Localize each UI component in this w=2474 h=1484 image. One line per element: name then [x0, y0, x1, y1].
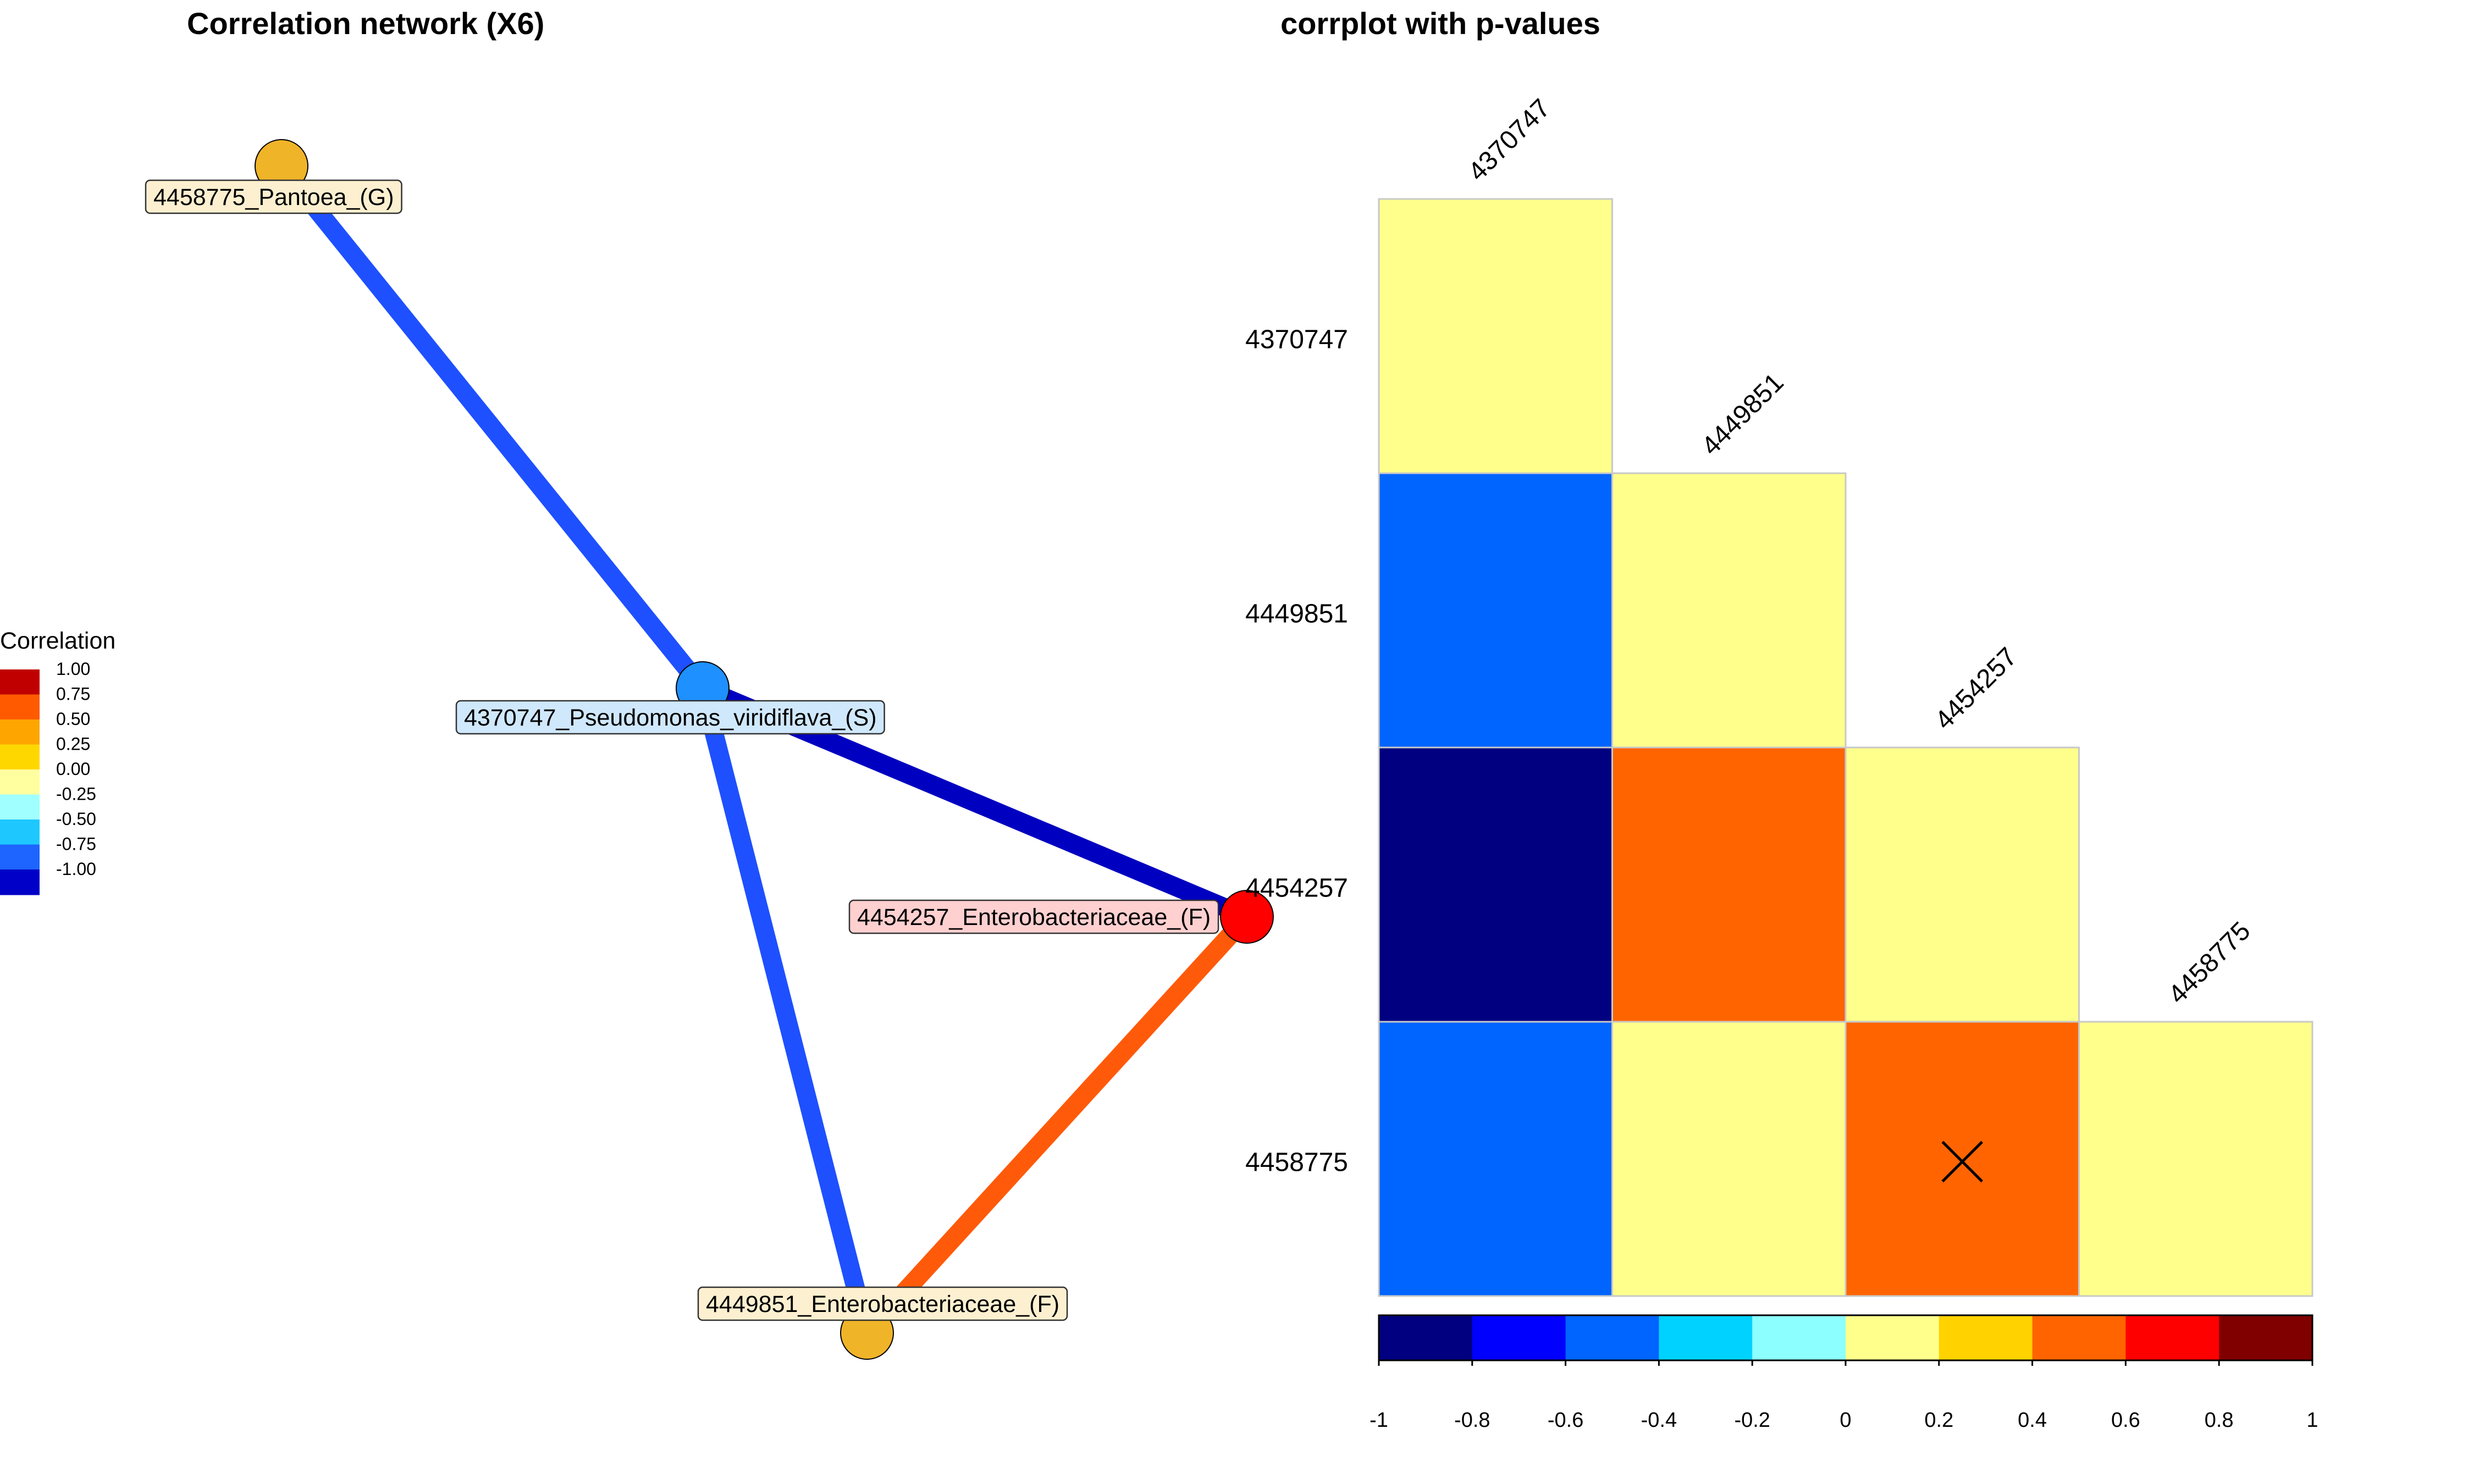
corrplot-colorbar: -1 -0.8 -0.6 -0.4 -0.2 0 0.2 0.4 0.6 0.8 1: [1369, 1314, 2318, 1432]
legend-swatch-7: [0, 844, 40, 870]
network-label-text-4449851: 4449851_Enterobacteriaceae_(F): [706, 1291, 1059, 1317]
network-label-box-4370747: [455, 700, 885, 735]
legend-swatch-3: [0, 744, 40, 770]
network-label-box-4449851: [697, 1286, 1068, 1321]
corrplot-cell-4458775-4449851: [1611, 1021, 1847, 1297]
corrplot-cell-4458775-4454257: [1845, 1021, 2080, 1297]
legend-tick-1: 0.75: [56, 684, 90, 704]
corrplot-col-label-4458775: 4458775: [2163, 916, 2256, 1010]
network-node-label-4370747: 4370747_Pseudomonas_viridiflava_(S): [455, 700, 885, 735]
corrplot-title: corrplot with p-values: [1280, 6, 1600, 41]
colorbar-tick-label-10: 1: [2306, 1409, 2318, 1432]
legend-swatch-0: [0, 669, 40, 695]
legend-tick-6: -0.50: [56, 809, 96, 829]
cross-stroke-b: [1941, 1140, 1984, 1183]
legend-swatches: [0, 669, 40, 895]
network-label-box-4458775: [145, 179, 402, 214]
colorbar-tick-label-5: 0: [1840, 1409, 1851, 1432]
colorbar-tick-label-0: -1: [1369, 1409, 1388, 1432]
network-node-4454257: [1220, 890, 1274, 944]
legend-tick-5: -0.25: [56, 784, 96, 804]
colorbar-segment-8: [2125, 1315, 2219, 1360]
network-node-label-4454257: 4454257_Enterobacteriaceae_(F): [848, 899, 1219, 934]
corrplot-cell-4454257-4370747: [1378, 746, 1613, 1023]
corrplot-cell-4454257-4449851: [1611, 746, 1847, 1023]
network-edge-4458775-4370747: [274, 160, 710, 694]
corrplot-cell-4370747-4370747: [1378, 198, 1613, 474]
colorbar-tick-label-9: 0.8: [2205, 1409, 2234, 1432]
legend-tick-0: 1.00: [56, 659, 90, 679]
legend-tick-4: 0.00: [56, 759, 90, 779]
legend-swatch-5: [0, 794, 40, 820]
legend-swatch-8: [0, 870, 40, 895]
colorbar-tick-label-7: 0.4: [2018, 1409, 2047, 1432]
colorbar-segment-0: [1379, 1315, 1473, 1360]
network-label-text-4458775: 4458775_Pantoea_(G): [153, 184, 394, 211]
corrplot-cell-4454257-4454257: [1845, 746, 2080, 1023]
legend-title: Correlation: [0, 628, 115, 654]
legend-swatch-2: [0, 719, 40, 745]
legend-swatch-4: [0, 769, 40, 795]
colorbar-segment-6: [1939, 1315, 2033, 1360]
network-label-box-4454257: [848, 899, 1219, 934]
network-edge-4370747-4449851: [693, 685, 876, 1336]
corrplot-col-label-4370747: 4370747: [1463, 93, 1556, 187]
network-edges: [274, 160, 1254, 1339]
corrplot-col-label-4449851: 4449851: [1696, 368, 1790, 461]
legend-tick-2: 0.50: [56, 709, 90, 729]
legend-swatch-1: [0, 694, 40, 720]
network-labels: 4458775_Pantoea_(G) 4370747_Pseudomonas_v…: [145, 179, 1219, 1321]
corrplot-row-label-4449851: 4449851: [1245, 600, 1348, 629]
colorbar-tick-label-1: -0.8: [1454, 1409, 1490, 1432]
legend-swatch-6: [0, 819, 40, 845]
colorbar-segment-2: [1565, 1315, 1659, 1360]
colorbar-segment-4: [1752, 1315, 1846, 1360]
colorbar-segment-1: [1472, 1315, 1566, 1360]
network-title: Correlation network (X6): [187, 6, 544, 41]
colorbar-tick-label-8: 0.6: [2111, 1409, 2140, 1432]
colorbar-tick-label-3: -0.4: [1641, 1409, 1677, 1432]
legend-tick-8: -1.00: [56, 859, 96, 879]
corrplot-row-label-4454257: 4454257: [1245, 874, 1348, 903]
colorbar-tick-label-2: -0.6: [1548, 1409, 1583, 1432]
corrplot-cell-4458775-4370747: [1378, 1021, 1613, 1297]
colorbar-segment-7: [2032, 1315, 2126, 1360]
colorbar-segment-9: [2219, 1315, 2313, 1360]
corrplot-col-label-4454257: 4454257: [1930, 642, 2023, 735]
corrplot-cells: [1378, 198, 2313, 1297]
network-label-text-4454257: 4454257_Enterobacteriaceae_(F): [857, 904, 1211, 931]
network-edge-4449851-4454257: [860, 910, 1254, 1339]
colorbar-segment-5: [1846, 1315, 1940, 1360]
legend-tick-7: -0.75: [56, 834, 96, 854]
colorbar-segment-3: [1659, 1315, 1753, 1360]
corrplot-row-labels: 4370747 4449851 4454257 4458775: [1245, 325, 1348, 1177]
network-node-label-4458775: 4458775_Pantoea_(G): [145, 179, 402, 214]
network-legend: Correlation 1.00 0.75 0.50 0.25 0.00 -0.25 -0.…: [0, 628, 115, 895]
legend-tick-3: 0.25: [56, 734, 90, 754]
legend-ticks: 1.00 0.75 0.50 0.25 0.00 -0.25 -0.50 -0.75 -1.00: [56, 659, 96, 879]
corrplot-cell-4449851-4370747: [1378, 472, 1613, 749]
insignificant-cross-4458775-4454257: [1941, 1140, 1984, 1183]
corrplot-cell-4449851-4449851: [1611, 472, 1847, 749]
colorbar-tick-label-6: 0.2: [1924, 1409, 1953, 1432]
corrplot-cell-4458775-4458775: [2078, 1021, 2313, 1297]
network-node-label-4449851: 4449851_Enterobacteriaceae_(F): [697, 1286, 1068, 1321]
corrplot-row-label-4370747: 4370747: [1245, 325, 1348, 355]
colorbar-tick-label-4: -0.2: [1734, 1409, 1770, 1432]
network-label-text-4370747: 4370747_Pseudomonas_viridiflava_(S): [464, 705, 877, 731]
corrplot-row-label-4458775: 4458775: [1245, 1148, 1348, 1177]
